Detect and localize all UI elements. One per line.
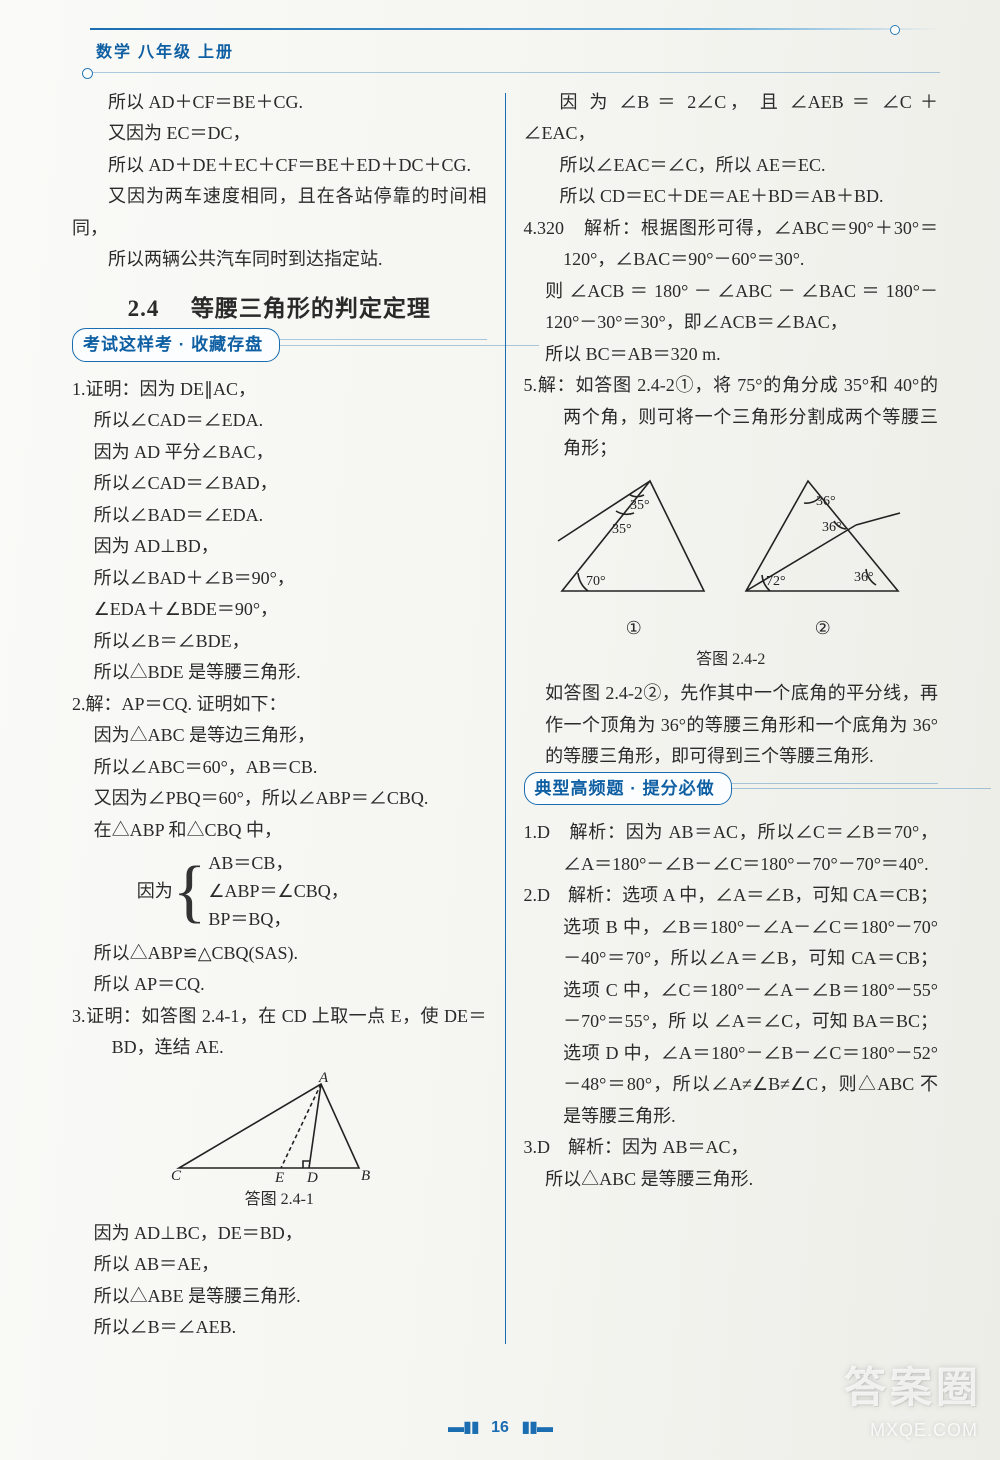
q1-line: ∠EDA＋∠BDE＝90°， bbox=[72, 594, 487, 626]
q1-line: 所以∠BAD＝∠EDA. bbox=[72, 500, 487, 532]
svg-text:35°: 35° bbox=[612, 522, 632, 537]
q2-line: 又因为∠PBQ＝60°，所以∠ABP＝∠CBQ. bbox=[72, 783, 487, 815]
q2-line: 在△ABP 和△CBQ 中， bbox=[72, 815, 487, 847]
fig2-label-2: ② bbox=[738, 613, 908, 645]
pill-highfreq: 典型高频题 · 提分必做 bbox=[524, 772, 732, 806]
q4-line: 所以 BC＝AB＝320 m. bbox=[524, 339, 939, 371]
b1: 1.D 解析：因为 AB＝AC，所以∠C＝∠B＝70°，∠A＝180°－∠B－∠… bbox=[524, 817, 939, 880]
svg-text:36°: 36° bbox=[816, 494, 836, 509]
q1-line: 因为 AD⊥BD， bbox=[72, 531, 487, 563]
text-line: 所以 AD＋CF＝BE＋CG. bbox=[72, 87, 487, 119]
text-line: 所以两辆公共汽车同时到达指定站. bbox=[72, 244, 487, 276]
b3-line: 3.D 解析：因为 AB＝AC， bbox=[524, 1132, 939, 1164]
watermark-url: MXQE.COM bbox=[870, 1415, 978, 1447]
figure-2-4-2: 70° 35° 35° ① bbox=[524, 473, 939, 675]
q3-head: 3.证明：如答图 2.4-1，在 CD 上取一点 E，使 DE＝BD，连结 AE… bbox=[72, 1001, 487, 1064]
svg-text:35°: 35° bbox=[630, 498, 650, 513]
brace-pre: 因为 bbox=[137, 876, 173, 908]
brace-line: BP＝BQ， bbox=[208, 909, 291, 929]
text-line: 又因为 EC＝DC， bbox=[72, 118, 487, 150]
left-column: 所以 AD＋CF＝BE＋CG. 又因为 EC＝DC， 所以 AD＋DE＋EC＋C… bbox=[58, 87, 501, 1344]
cont-line: 所以∠EAC＝∠C，所以 AE＝EC. bbox=[524, 150, 939, 182]
brace-line: AB＝CB， bbox=[208, 853, 293, 873]
figure-caption: 答图 2.4-1 bbox=[72, 1186, 487, 1214]
q3-line: 所以∠B＝∠AEB. bbox=[72, 1312, 487, 1344]
pill-a-wrap: 考试这样考 · 收藏存盘 bbox=[72, 339, 487, 362]
header-rule-bottom bbox=[90, 72, 940, 73]
text-line: 所以 AD＋DE＋EC＋CF＝BE＋ED＋DC＋CG. bbox=[72, 150, 487, 182]
triangle-diagram-1: C E D B A bbox=[169, 1072, 389, 1184]
figure-2-4-1: C E D B A 答图 2.4-1 bbox=[72, 1072, 487, 1214]
q2-tail: 所以 AP＝CQ. bbox=[72, 969, 487, 1001]
q1-line: 所以∠B＝∠BDE， bbox=[72, 626, 487, 658]
q3-line: 所以△ABE 是等腰三角形. bbox=[72, 1281, 487, 1313]
section-text: 等腰三角形的判定定理 bbox=[191, 295, 431, 321]
watermark-text: 答案圈 bbox=[844, 1351, 982, 1425]
text-line: 又因为两车速度相同，且在各站停靠的时间相同， bbox=[72, 181, 487, 244]
footer-deco: ▬▮▮ bbox=[448, 1419, 479, 1436]
q2-brace: 因为 { AB＝CB， ∠ABP＝∠CBQ， BP＝BQ， bbox=[137, 850, 349, 934]
svg-text:36°: 36° bbox=[854, 570, 874, 585]
brace-body: AB＝CB， ∠ABP＝∠CBQ， BP＝BQ， bbox=[208, 850, 348, 934]
cont-line: 所以 CD＝EC＋DE＝AE＋BD＝AB＋BD. bbox=[524, 181, 939, 213]
q1-line: 因为 AD 平分∠BAC， bbox=[72, 437, 487, 469]
svg-text:B: B bbox=[361, 1168, 370, 1184]
cont-line: 因 为 ∠B ＝ 2∠C， 且 ∠AEB ＝ ∠C ＋ ∠EAC， bbox=[524, 87, 939, 150]
column-separator bbox=[505, 93, 506, 1344]
q2-head: 2.解：AP＝CQ. 证明如下： bbox=[72, 689, 487, 721]
pill-exam: 考试这样考 · 收藏存盘 bbox=[72, 328, 280, 362]
svg-text:E: E bbox=[274, 1170, 284, 1184]
b2: 2.D 解析：选项 A 中，∠A＝∠B，可知 CA＝CB；选项 B 中，∠B＝1… bbox=[524, 880, 939, 1132]
section-number: 2.4 bbox=[128, 296, 160, 321]
fig2-label-1: ① bbox=[554, 613, 714, 645]
fig2-left: 70° 35° 35° ① bbox=[554, 473, 714, 645]
q2-line: 所以∠ABC＝60°，AB＝CB. bbox=[72, 752, 487, 784]
q2-line: 因为△ABC 是等边三角形， bbox=[72, 720, 487, 752]
q1-line: 所以△BDE 是等腰三角形. bbox=[72, 657, 487, 689]
svg-text:D: D bbox=[306, 1170, 318, 1184]
page-number: 16 bbox=[483, 1419, 517, 1436]
section-title: 2.4 等腰三角形的判定定理 bbox=[72, 288, 487, 329]
page-header: 数学 八年级 上册 bbox=[0, 0, 1000, 81]
svg-text:C: C bbox=[171, 1168, 182, 1184]
fig2-right: 72° 36° 36° 36° ② bbox=[738, 473, 908, 645]
subject-label: 数学 八年级 上册 bbox=[90, 39, 240, 67]
pill-b-wrap: 典型高频题 · 提分必做 bbox=[524, 783, 939, 806]
q4-head: 4.320 解析：根据图形可得，∠ABC＝90°＋30°＝120°，∠BAC＝9… bbox=[524, 213, 939, 276]
q4-line: 则 ∠ACB ＝ 180° － ∠ABC － ∠BAC ＝ 180°－120°－… bbox=[524, 276, 939, 339]
q1-line: 1.证明：因为 DE∥AC， bbox=[72, 374, 487, 406]
right-column: 因 为 ∠B ＝ 2∠C， 且 ∠AEB ＝ ∠C ＋ ∠EAC， 所以∠EAC… bbox=[510, 87, 953, 1344]
q1-line: 所以∠BAD＋∠B＝90°， bbox=[72, 563, 487, 595]
q5-tail: 如答图 2.4-2②，先作其中一个底角的平分线，再作一个顶角为 36°的等腰三角… bbox=[524, 678, 939, 773]
svg-text:36°: 36° bbox=[822, 520, 842, 535]
q5-head: 5.解：如答图 2.4-2①，将 75°的角分成 35°和 40°的两个角，则可… bbox=[524, 370, 939, 465]
q1-line: 所以∠CAD＝∠BAD， bbox=[72, 468, 487, 500]
b3-line: 所以△ABC 是等腰三角形. bbox=[524, 1164, 939, 1196]
brace-line: ∠ABP＝∠CBQ， bbox=[208, 881, 348, 901]
svg-text:A: A bbox=[318, 1072, 329, 1086]
q2-tail: 所以△ABP≌△CBQ(SAS). bbox=[72, 938, 487, 970]
svg-text:70°: 70° bbox=[586, 574, 606, 589]
figure-caption: 答图 2.4-2 bbox=[524, 646, 939, 674]
q3-line: 因为 AD⊥BC，DE＝BD， bbox=[72, 1218, 487, 1250]
svg-text:72°: 72° bbox=[766, 574, 786, 589]
header-rule bbox=[90, 28, 940, 30]
q1-line: 所以∠CAD＝∠EDA. bbox=[72, 405, 487, 437]
page-body: 所以 AD＋CF＝BE＋CG. 又因为 EC＝DC， 所以 AD＋DE＋EC＋C… bbox=[0, 81, 1000, 1354]
footer-deco: ▮▮▬ bbox=[521, 1419, 552, 1436]
brace-symbol: { bbox=[173, 864, 207, 920]
q3-line: 所以 AB＝AE， bbox=[72, 1249, 487, 1281]
